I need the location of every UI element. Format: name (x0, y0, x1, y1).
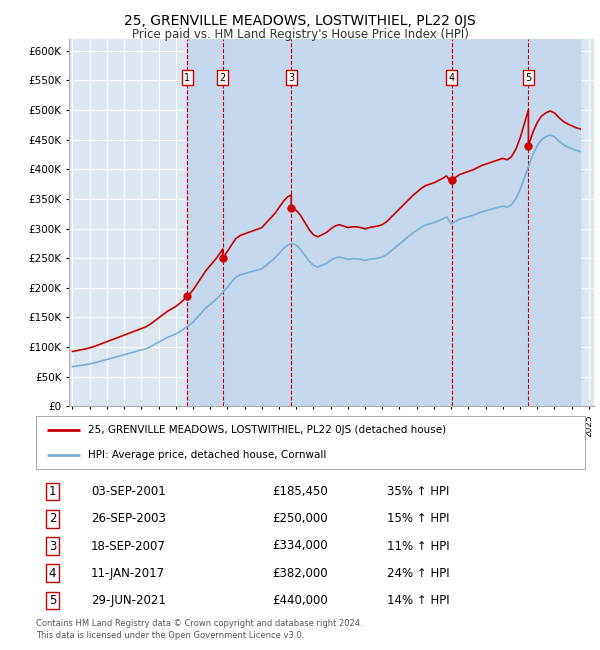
Text: 3: 3 (288, 73, 294, 83)
Text: 11% ↑ HPI: 11% ↑ HPI (388, 540, 450, 552)
Text: 2: 2 (49, 512, 56, 525)
Text: 4: 4 (449, 73, 455, 83)
Text: £382,000: £382,000 (272, 567, 328, 580)
Text: £185,450: £185,450 (272, 485, 328, 498)
Text: 15% ↑ HPI: 15% ↑ HPI (388, 512, 450, 525)
Text: 18-SEP-2007: 18-SEP-2007 (91, 540, 166, 552)
Text: 5: 5 (525, 73, 532, 83)
Text: £440,000: £440,000 (272, 594, 328, 607)
Bar (223, 39, 291, 406)
Text: 2: 2 (220, 73, 226, 83)
Text: 3: 3 (49, 540, 56, 552)
Text: 03-SEP-2001: 03-SEP-2001 (91, 485, 166, 498)
Text: HPI: Average price, detached house, Cornwall: HPI: Average price, detached house, Corn… (88, 450, 326, 460)
Text: Contains HM Land Registry data © Crown copyright and database right 2024.: Contains HM Land Registry data © Crown c… (36, 619, 362, 628)
Bar (529, 39, 580, 406)
Text: 1: 1 (49, 485, 56, 498)
Text: 24% ↑ HPI: 24% ↑ HPI (388, 567, 450, 580)
Text: 1: 1 (184, 73, 190, 83)
Text: 5: 5 (49, 594, 56, 607)
Text: This data is licensed under the Open Government Licence v3.0.: This data is licensed under the Open Gov… (36, 630, 304, 640)
Bar (291, 39, 452, 406)
Text: 29-JUN-2021: 29-JUN-2021 (91, 594, 166, 607)
Text: Price paid vs. HM Land Registry's House Price Index (HPI): Price paid vs. HM Land Registry's House … (131, 28, 469, 41)
Text: £334,000: £334,000 (272, 540, 328, 552)
Text: 26-SEP-2003: 26-SEP-2003 (91, 512, 166, 525)
Text: 25, GRENVILLE MEADOWS, LOSTWITHIEL, PL22 0JS (detached house): 25, GRENVILLE MEADOWS, LOSTWITHIEL, PL22… (88, 425, 446, 436)
Bar (187, 39, 223, 406)
Text: 4: 4 (49, 567, 56, 580)
Text: 11-JAN-2017: 11-JAN-2017 (91, 567, 165, 580)
Text: £250,000: £250,000 (272, 512, 328, 525)
Text: 14% ↑ HPI: 14% ↑ HPI (388, 594, 450, 607)
Bar (452, 39, 529, 406)
Text: 25, GRENVILLE MEADOWS, LOSTWITHIEL, PL22 0JS: 25, GRENVILLE MEADOWS, LOSTWITHIEL, PL22… (124, 14, 476, 29)
Text: 35% ↑ HPI: 35% ↑ HPI (388, 485, 450, 498)
